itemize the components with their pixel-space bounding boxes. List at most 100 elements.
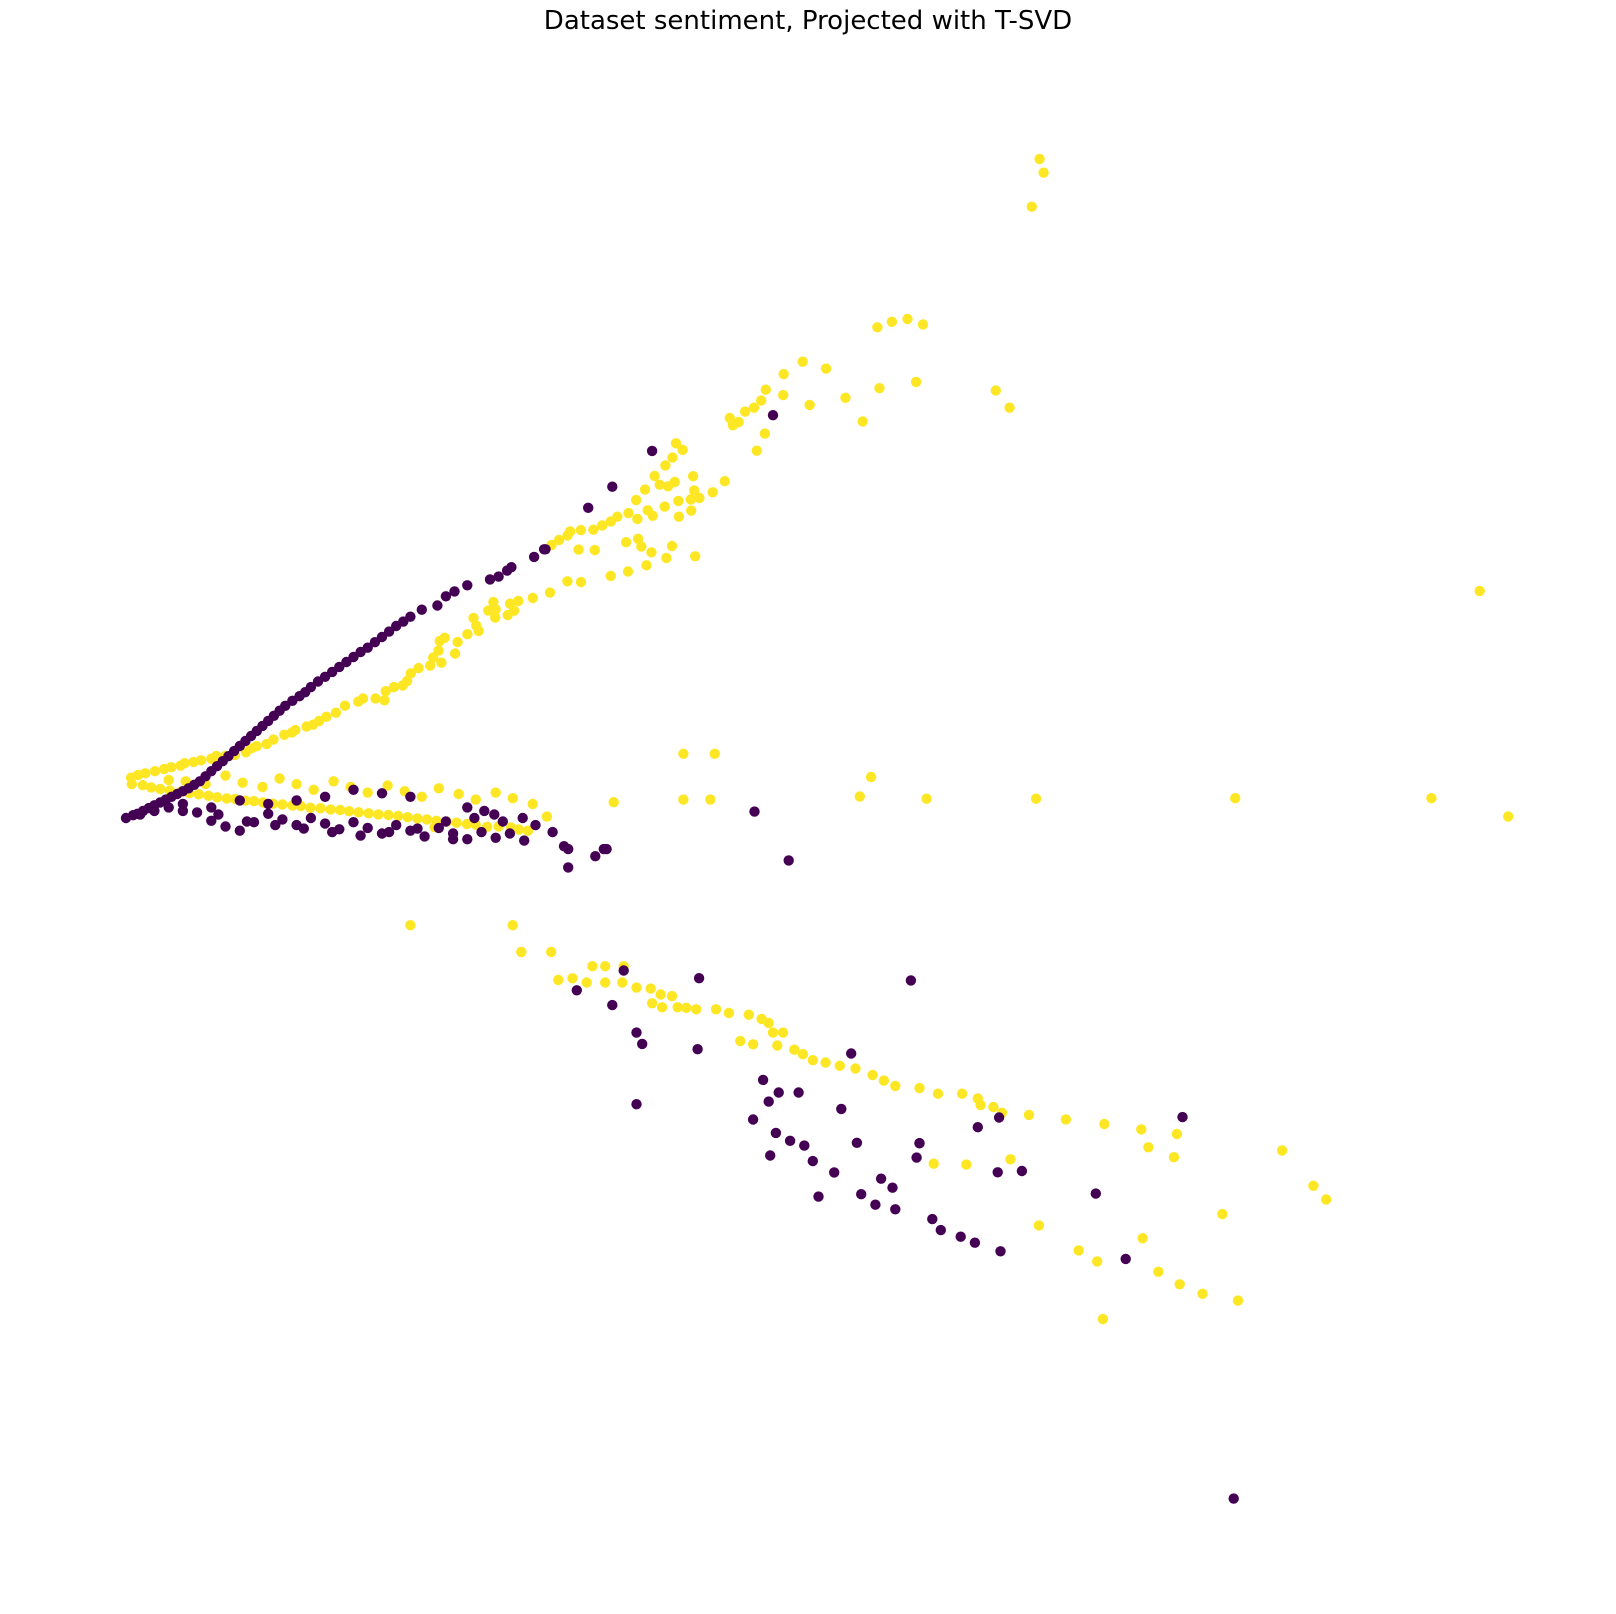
scatter-point bbox=[380, 686, 391, 697]
scatter-point bbox=[804, 399, 815, 411]
scatter-point bbox=[497, 816, 508, 827]
scatter-point bbox=[647, 510, 658, 521]
scatter-point bbox=[735, 1035, 746, 1047]
scatter-point bbox=[163, 774, 174, 786]
scatter-point bbox=[1168, 1152, 1180, 1163]
scatter-point bbox=[878, 1075, 890, 1086]
scatter-point bbox=[691, 1004, 702, 1015]
scatter-point bbox=[1153, 1266, 1164, 1278]
scatter-point bbox=[872, 322, 883, 333]
scatter-point bbox=[799, 1140, 810, 1151]
scatter-point bbox=[874, 383, 885, 394]
scatter-point bbox=[1426, 793, 1437, 804]
scatter-point bbox=[291, 778, 302, 790]
scatter-point bbox=[783, 855, 794, 866]
scatter-point bbox=[631, 1027, 642, 1038]
scatter-point bbox=[476, 826, 487, 838]
scatter-point bbox=[562, 530, 573, 541]
scatter-point bbox=[784, 1135, 796, 1147]
scatter-point bbox=[666, 540, 678, 552]
scatter-point bbox=[760, 384, 771, 395]
scatter-point bbox=[412, 823, 423, 834]
scatter-point bbox=[274, 773, 285, 784]
scatter-point bbox=[690, 551, 701, 562]
scatter-point bbox=[686, 505, 697, 516]
scatter-point bbox=[355, 830, 366, 841]
scatter-point bbox=[330, 707, 342, 718]
scatter-point bbox=[623, 507, 634, 519]
chart-title: Dataset sentiment, Projected with T-SVD bbox=[543, 6, 1073, 36]
scatter-point bbox=[348, 817, 359, 828]
scatter-point bbox=[120, 812, 132, 824]
scatter-point bbox=[575, 576, 587, 588]
scatter-point bbox=[669, 476, 680, 488]
points-layer bbox=[120, 153, 1514, 1504]
scatter-point bbox=[291, 795, 302, 806]
scatter-point bbox=[319, 818, 331, 829]
scatter-point bbox=[955, 1231, 966, 1242]
scatter-point bbox=[620, 537, 632, 548]
scatter-point bbox=[221, 793, 232, 804]
scatter-point bbox=[325, 804, 336, 815]
scatter-point bbox=[137, 780, 148, 791]
scatter-point bbox=[678, 748, 689, 759]
scatter-point bbox=[829, 1167, 840, 1178]
scatter-point bbox=[636, 541, 647, 552]
scatter-point bbox=[530, 819, 541, 831]
scatter-point bbox=[434, 635, 445, 647]
scatter-point bbox=[655, 989, 666, 1000]
scatter-point bbox=[1230, 793, 1241, 804]
scatter-point bbox=[163, 802, 174, 813]
scatter-point bbox=[747, 1114, 759, 1125]
scatter-point bbox=[405, 668, 416, 679]
scatter-point bbox=[553, 534, 565, 546]
scatter-point bbox=[689, 485, 700, 496]
scatter-point bbox=[646, 998, 658, 1009]
scatter-point bbox=[220, 821, 231, 832]
scatter-point bbox=[513, 595, 524, 607]
scatter-point bbox=[870, 1199, 881, 1210]
scatter-point bbox=[1228, 1493, 1239, 1504]
scatter-point bbox=[759, 428, 771, 439]
scatter-point bbox=[452, 636, 463, 648]
scatter-point bbox=[449, 648, 461, 659]
scatter-point bbox=[263, 808, 274, 819]
scatter-point bbox=[1034, 153, 1045, 165]
scatter-point bbox=[353, 696, 364, 707]
scatter-point bbox=[589, 544, 600, 556]
scatter-point bbox=[789, 1044, 800, 1055]
scatter-point bbox=[453, 788, 464, 800]
scatter-point bbox=[1120, 1253, 1131, 1265]
scatter-point bbox=[567, 973, 578, 984]
scatter-point bbox=[263, 798, 274, 810]
scatter-point bbox=[234, 795, 245, 806]
scatter-point bbox=[203, 790, 214, 801]
scatter-point bbox=[927, 1213, 938, 1225]
scatter-point bbox=[544, 587, 556, 598]
scatter-point bbox=[1503, 811, 1514, 822]
scatter-point bbox=[587, 961, 598, 972]
scatter-point bbox=[193, 789, 204, 800]
scatter-point bbox=[678, 794, 689, 805]
scatter-point bbox=[383, 826, 395, 838]
scatter-point bbox=[261, 738, 272, 750]
scatter-point bbox=[890, 1080, 901, 1092]
scatter-point bbox=[527, 798, 538, 810]
scatter-point bbox=[693, 973, 705, 984]
scatter-point bbox=[631, 1099, 642, 1110]
scatter-point bbox=[990, 385, 1001, 396]
scatter-point bbox=[820, 363, 832, 374]
scatter-point bbox=[710, 1004, 722, 1015]
scatter-point bbox=[1232, 1295, 1244, 1306]
scatter-point bbox=[479, 805, 490, 817]
scatter-point bbox=[490, 787, 501, 798]
scatter-point bbox=[632, 513, 643, 525]
scatter-point bbox=[370, 693, 381, 704]
scatter-point bbox=[241, 816, 253, 827]
scatter-point bbox=[645, 983, 656, 994]
scatter-point bbox=[391, 819, 402, 831]
scatter-point bbox=[413, 662, 424, 674]
scatter-point bbox=[528, 551, 540, 563]
scatter-point bbox=[719, 476, 730, 487]
